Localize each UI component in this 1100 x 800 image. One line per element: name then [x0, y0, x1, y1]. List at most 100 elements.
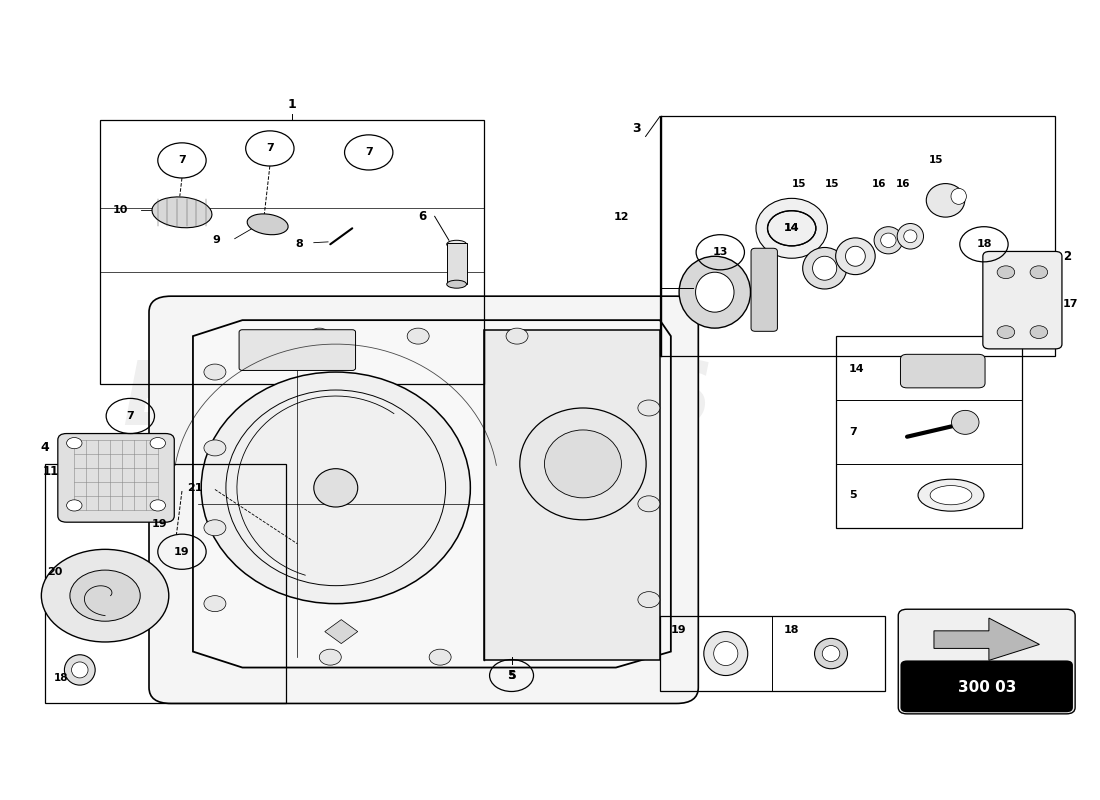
Text: 18: 18 — [783, 625, 799, 635]
Text: 11: 11 — [43, 466, 58, 478]
Ellipse shape — [952, 188, 967, 204]
Ellipse shape — [520, 408, 646, 520]
Ellipse shape — [756, 198, 827, 258]
Polygon shape — [324, 620, 358, 643]
Text: 2: 2 — [1063, 250, 1071, 262]
Text: 16: 16 — [872, 179, 887, 190]
Text: 5: 5 — [508, 670, 516, 681]
Ellipse shape — [152, 197, 212, 228]
Text: 19: 19 — [174, 546, 190, 557]
FancyBboxPatch shape — [447, 242, 466, 284]
Circle shape — [204, 364, 226, 380]
Ellipse shape — [813, 256, 837, 280]
FancyBboxPatch shape — [239, 330, 355, 370]
Text: 3: 3 — [632, 122, 641, 135]
Ellipse shape — [65, 654, 96, 685]
Circle shape — [506, 328, 528, 344]
Ellipse shape — [679, 256, 750, 328]
Ellipse shape — [704, 631, 748, 675]
Text: 7: 7 — [266, 143, 274, 154]
Text: 14: 14 — [784, 223, 800, 234]
FancyBboxPatch shape — [899, 610, 1075, 714]
Ellipse shape — [926, 183, 965, 217]
Ellipse shape — [803, 247, 847, 289]
Text: 15: 15 — [825, 179, 839, 190]
Ellipse shape — [846, 246, 866, 266]
Ellipse shape — [898, 223, 924, 249]
Text: 10: 10 — [113, 205, 128, 215]
Polygon shape — [484, 330, 660, 659]
Text: 9: 9 — [212, 235, 221, 246]
Ellipse shape — [931, 486, 972, 505]
Circle shape — [1030, 326, 1047, 338]
Text: 13: 13 — [713, 247, 728, 258]
FancyBboxPatch shape — [58, 434, 174, 522]
Text: 14: 14 — [784, 223, 800, 234]
Text: 18: 18 — [976, 239, 992, 250]
Circle shape — [150, 500, 165, 511]
Text: 300 03: 300 03 — [957, 680, 1016, 694]
Text: 1: 1 — [287, 98, 296, 111]
Ellipse shape — [544, 430, 622, 498]
FancyBboxPatch shape — [901, 661, 1072, 712]
Circle shape — [308, 328, 330, 344]
Text: 15: 15 — [792, 179, 806, 190]
Ellipse shape — [952, 410, 979, 434]
Polygon shape — [192, 320, 671, 667]
Ellipse shape — [881, 233, 896, 247]
FancyBboxPatch shape — [901, 354, 984, 388]
Ellipse shape — [314, 469, 358, 507]
Ellipse shape — [201, 372, 471, 604]
Text: 7: 7 — [178, 155, 186, 166]
Text: 5: 5 — [849, 490, 857, 500]
Circle shape — [1030, 266, 1047, 278]
Polygon shape — [934, 618, 1040, 660]
Circle shape — [638, 400, 660, 416]
Circle shape — [67, 500, 82, 511]
Circle shape — [319, 649, 341, 665]
FancyBboxPatch shape — [148, 296, 698, 703]
Text: 7: 7 — [126, 411, 134, 421]
Ellipse shape — [447, 280, 466, 288]
Text: 18: 18 — [54, 673, 68, 683]
Circle shape — [204, 520, 226, 536]
Text: 12: 12 — [614, 212, 629, 222]
Circle shape — [997, 326, 1014, 338]
Text: 4: 4 — [41, 442, 50, 454]
Text: 17: 17 — [1063, 299, 1079, 309]
Text: 5: 5 — [507, 669, 516, 682]
FancyBboxPatch shape — [751, 248, 778, 331]
Text: 7: 7 — [365, 147, 373, 158]
Ellipse shape — [72, 662, 88, 678]
Ellipse shape — [695, 272, 734, 312]
Circle shape — [997, 266, 1014, 278]
Text: EUROPARTS: EUROPARTS — [122, 357, 714, 443]
Text: 19: 19 — [152, 518, 168, 529]
Ellipse shape — [822, 646, 839, 662]
Circle shape — [407, 328, 429, 344]
Text: 21: 21 — [187, 483, 204, 493]
Ellipse shape — [904, 230, 917, 242]
Circle shape — [204, 440, 226, 456]
Text: a passion for parts since 1987: a passion for parts since 1987 — [408, 495, 692, 624]
FancyBboxPatch shape — [983, 251, 1062, 349]
Text: 19: 19 — [671, 625, 686, 635]
Text: 16: 16 — [896, 179, 911, 190]
Circle shape — [429, 649, 451, 665]
Text: 15: 15 — [930, 155, 944, 166]
Ellipse shape — [714, 642, 738, 666]
Ellipse shape — [836, 238, 876, 274]
Circle shape — [638, 592, 660, 608]
Text: 7: 7 — [849, 427, 857, 437]
Text: 20: 20 — [47, 566, 63, 577]
Ellipse shape — [248, 214, 288, 234]
Circle shape — [67, 438, 82, 449]
Circle shape — [204, 596, 226, 612]
Text: 6: 6 — [418, 210, 427, 223]
Ellipse shape — [447, 240, 466, 248]
Text: 14: 14 — [849, 364, 865, 374]
Circle shape — [150, 438, 165, 449]
Circle shape — [638, 496, 660, 512]
Ellipse shape — [874, 226, 903, 254]
Circle shape — [70, 570, 140, 622]
